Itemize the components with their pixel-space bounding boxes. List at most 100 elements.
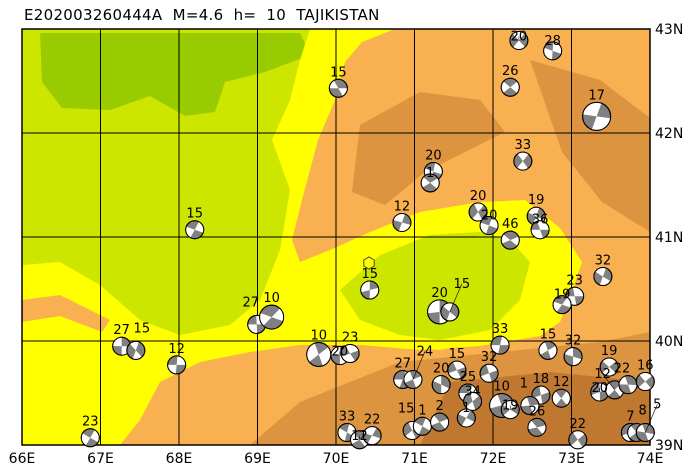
lat-tick-label: 39N xyxy=(655,438,683,454)
focal-mechanism[interactable] xyxy=(185,220,205,240)
dilatation-quadrant xyxy=(185,221,204,238)
dilatation-quadrant xyxy=(564,347,582,366)
focal-mechanism[interactable] xyxy=(126,340,146,360)
focal-mechanism[interactable] xyxy=(599,357,619,377)
beachball-outline xyxy=(568,430,588,450)
beachball-outline xyxy=(599,357,619,377)
dilatation-quadrant xyxy=(619,376,638,394)
beachball-outline xyxy=(593,267,613,287)
depth-label: 34 xyxy=(464,384,481,399)
dilatation-quadrant xyxy=(329,80,348,97)
focal-mechanism[interactable] xyxy=(431,375,451,395)
focal-mechanism[interactable] xyxy=(593,267,613,287)
dilatation-quadrant xyxy=(472,203,484,222)
beachball-outline xyxy=(509,30,529,50)
focal-mechanism[interactable] xyxy=(527,417,547,437)
dilatation-quadrant xyxy=(553,297,572,312)
lon-tick-label: 68E xyxy=(166,451,193,467)
depth-label: 23 xyxy=(342,330,359,345)
focal-mechanism[interactable] xyxy=(618,375,638,395)
focal-mechanism[interactable] xyxy=(412,416,432,436)
depth-label: 1 xyxy=(520,376,528,391)
dilatation-quadrant xyxy=(636,424,655,441)
focal-mechanism[interactable] xyxy=(552,295,572,315)
focal-mechanism[interactable] xyxy=(538,340,558,360)
focal-mechanism[interactable] xyxy=(582,101,612,131)
depth-label: 20 xyxy=(481,209,498,224)
lon-tick-label: 72E xyxy=(480,451,507,467)
focal-mechanism[interactable] xyxy=(306,342,332,368)
focal-mechanism[interactable] xyxy=(520,395,540,415)
beachball-outline xyxy=(479,363,499,383)
focal-mechanism[interactable] xyxy=(328,78,348,98)
depth-label: 20 xyxy=(470,189,487,204)
beachball-outline xyxy=(513,151,533,171)
focal-mechanism[interactable] xyxy=(568,430,588,450)
focal-mechanism[interactable] xyxy=(259,304,285,330)
focal-mechanism[interactable] xyxy=(543,41,563,61)
depth-label: 1 xyxy=(426,166,434,181)
focal-mechanism[interactable] xyxy=(420,173,440,193)
dilatation-quadrant xyxy=(582,102,611,131)
dilatation-quadrant xyxy=(602,358,617,377)
beachball-outline xyxy=(552,295,572,315)
dilatation-quadrant xyxy=(413,417,432,435)
epicenter-marker xyxy=(363,256,375,270)
focal-mechanism[interactable] xyxy=(490,335,510,355)
lon-tick-label: 66E xyxy=(9,451,36,467)
lon-tick-label: 71E xyxy=(401,451,428,467)
label-leader-line xyxy=(412,351,426,380)
depth-label: 12 xyxy=(394,199,411,214)
dilatation-quadrant xyxy=(512,31,526,50)
hexagon-icon xyxy=(363,256,375,270)
depth-label: 20 xyxy=(332,345,349,360)
focal-mechanism[interactable] xyxy=(468,202,488,222)
beachball-outline xyxy=(328,78,348,98)
depth-label: 26 xyxy=(529,404,546,419)
focal-mechanism[interactable] xyxy=(392,212,412,232)
focal-mechanism[interactable] xyxy=(479,363,499,383)
focal-mechanism[interactable] xyxy=(530,220,550,240)
beachball-outline xyxy=(582,101,612,131)
dilatation-quadrant xyxy=(259,308,284,326)
focal-mechanism[interactable] xyxy=(456,408,476,428)
beachball-outline xyxy=(490,335,510,355)
depth-label: 32 xyxy=(565,334,582,349)
depth-label: 10 xyxy=(493,379,510,394)
label-leader-lines xyxy=(339,36,658,440)
depth-label: 15 xyxy=(134,321,151,336)
beachball-outline xyxy=(500,230,520,250)
depth-label: 33 xyxy=(339,410,356,425)
focal-mechanism[interactable] xyxy=(447,360,467,380)
focal-mechanism[interactable] xyxy=(80,428,100,448)
dilatation-quadrant xyxy=(129,341,142,360)
label-leader-line xyxy=(449,283,463,312)
focal-mechanism[interactable] xyxy=(500,77,520,97)
focal-mechanism[interactable] xyxy=(360,280,380,300)
focal-mechanism[interactable] xyxy=(500,230,520,250)
focal-mechanism[interactable] xyxy=(479,216,499,236)
depth-label: 20 xyxy=(431,286,448,301)
depth-label: 19 xyxy=(601,344,618,359)
depth-label: 27 xyxy=(113,323,130,338)
focal-mechanism[interactable] xyxy=(362,426,382,446)
depth-label: 5 xyxy=(653,398,661,413)
dilatation-quadrant xyxy=(430,415,449,430)
focal-mechanism[interactable] xyxy=(430,412,450,432)
focal-mechanism[interactable] xyxy=(551,388,571,408)
focal-mechanism[interactable] xyxy=(463,391,483,411)
focal-mechanism[interactable] xyxy=(563,347,583,367)
lat-tick-label: 43N xyxy=(655,22,683,38)
fergana-valley xyxy=(340,232,530,340)
focal-mechanism[interactable] xyxy=(340,343,360,363)
depth-label: 20 xyxy=(511,29,528,44)
focal-mechanism[interactable] xyxy=(635,372,655,392)
focal-mechanism[interactable] xyxy=(513,151,533,171)
depth-label: 32 xyxy=(595,254,612,269)
focal-mechanism[interactable] xyxy=(167,355,187,375)
lat-tick-label: 41N xyxy=(655,230,683,246)
beachball-outline xyxy=(479,216,499,236)
dilatation-quadrant xyxy=(458,408,475,427)
dilatation-quadrant xyxy=(465,392,480,411)
